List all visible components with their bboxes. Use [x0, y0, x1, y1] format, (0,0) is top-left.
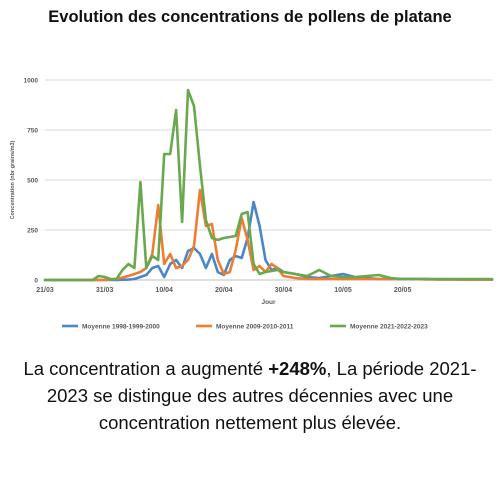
y-tick-label: 500 — [27, 178, 38, 185]
legend-label: Moyenne 2009-2010-2011 — [216, 324, 294, 331]
x-axis-label: Jour — [261, 299, 276, 306]
y-axis-label: Concentration (nbr grains/m3) — [10, 140, 16, 219]
caption-after: , La période 2021-2023 se distingue des … — [46, 358, 477, 433]
x-tick-label: 21/03 — [36, 287, 54, 294]
x-tick-label: 10/05 — [334, 287, 352, 294]
caption-highlight: +248% — [268, 358, 327, 379]
legend-label: Moyenne 2021-2022-2023 — [350, 324, 428, 331]
series-lines — [43, 88, 494, 282]
y-tick-label: 0 — [34, 278, 38, 285]
legend: Moyenne 1998-1999-2000 Moyenne 2009-2010-… — [62, 324, 428, 331]
x-tick-label: 10/04 — [155, 287, 173, 294]
grid — [45, 79, 492, 281]
x-tick-labels: 21/03 31/03 10/04 20/04 30/04 10/05 20/05 — [36, 287, 411, 294]
line-chart: 0 250 500 750 1000 21/03 31/03 10/04 20/04 30/04… — [10, 78, 494, 331]
y-tick-label: 750 — [27, 128, 38, 135]
chart-title: Evolution des concentrations de pollens … — [48, 8, 452, 26]
caption: La concentration a augmenté +248%, La pé… — [10, 355, 490, 436]
x-tick-label: 20/05 — [394, 287, 412, 294]
y-tick-label: 250 — [27, 228, 38, 235]
series-line — [43, 188, 494, 282]
y-tick-labels: 0 250 500 750 1000 — [24, 78, 39, 285]
x-tick-label: 31/03 — [96, 287, 114, 294]
series-line — [43, 88, 494, 282]
y-tick-label: 1000 — [24, 78, 39, 85]
x-tick-label: 30/04 — [275, 287, 293, 294]
legend-label: Moyenne 1998-1999-2000 — [82, 324, 160, 331]
x-tick-label: 20/04 — [215, 287, 233, 294]
caption-before: La concentration a augmenté — [23, 358, 269, 379]
